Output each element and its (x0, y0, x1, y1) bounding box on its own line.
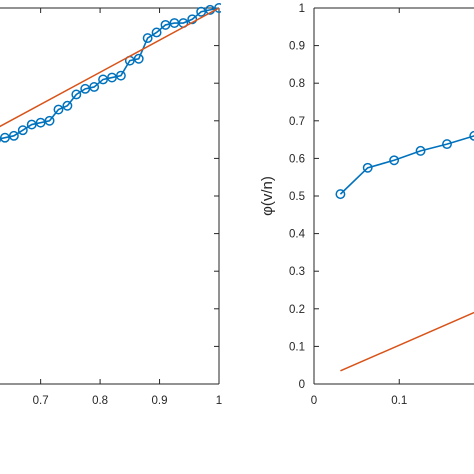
left-series-1-point (35, 117, 46, 128)
right-plot-panel: 00.10.20.300.10.20.30.40.50.60.70.80.91 … (259, 3, 474, 407)
left-x-tick-label: 0.9 (152, 395, 168, 407)
right-y-tick-label: 0 (299, 379, 305, 391)
right-x-tick-label: 0.1 (391, 395, 407, 407)
left-ticks (40, 7, 220, 385)
right-series-1-line (339, 135, 474, 195)
left-series-1-point (196, 6, 207, 17)
left-series-1-point (107, 72, 117, 83)
left-series-1-point (62, 100, 73, 111)
right-y-tick-label: 0.1 (289, 341, 305, 353)
right-ticks (313, 7, 400, 385)
left-series-1-point (71, 89, 82, 100)
left-series-1-point (214, 3, 221, 13)
left-series-1-point (151, 27, 162, 38)
right-series-1-point (335, 189, 346, 200)
left-series-1-point (187, 14, 198, 25)
right-y-axis-label: φ(v/n) (259, 176, 276, 216)
right-series-1-point (415, 145, 426, 156)
right-series-1-point (362, 162, 373, 173)
right-y-tick-label: 0.9 (289, 41, 305, 53)
right-tick-labels: 00.10.20.300.10.20.30.40.50.60.70.80.91 (289, 3, 407, 407)
right-x-tick-label: 0 (311, 395, 317, 407)
right-y-tick-label: 0.7 (289, 116, 305, 128)
left-x-tick-label: 1 (216, 395, 222, 407)
left-series-2-line (0, 7, 220, 128)
left-series-1-point (115, 70, 126, 81)
right-y-tick-label: 0.5 (289, 191, 305, 203)
left-x-tick-label: 0.8 (92, 395, 108, 407)
left-series-1-point (26, 119, 37, 130)
right-series (335, 130, 474, 372)
left-series-1-point (0, 132, 10, 143)
right-series-1-point (442, 139, 452, 150)
left-series-1-point (142, 33, 153, 44)
right-y-tick-label: 1 (299, 3, 305, 15)
right-y-tick-label: 0.6 (289, 153, 305, 165)
left-series-1-point (44, 115, 55, 126)
right-series-1-point (469, 130, 474, 141)
left-series-1-point (133, 53, 144, 64)
right-y-tick-label: 0.4 (289, 229, 306, 241)
left-plot-panel: 0.60.70.80.91 (0, 3, 223, 407)
left-series-1-point (98, 74, 109, 85)
left-series (0, 3, 221, 143)
left-series-1-point (80, 83, 91, 94)
left-series-1-line (0, 7, 220, 140)
left-series-1-point (89, 82, 100, 92)
right-series-2-line (340, 311, 474, 372)
left-series-1-point (53, 104, 64, 115)
right-y-tick-label: 0.2 (289, 304, 305, 316)
left-tick-labels: 0.60.70.80.91 (33, 395, 223, 407)
right-y-tick-label: 0.8 (289, 78, 305, 90)
left-series-1-point (17, 125, 28, 136)
left-series-1-point (8, 130, 19, 141)
left-series-1-point (160, 19, 171, 30)
right-series-1-point (389, 155, 400, 166)
left-x-tick-label: 0.7 (33, 395, 49, 407)
right-y-tick-label: 0.3 (289, 266, 305, 278)
